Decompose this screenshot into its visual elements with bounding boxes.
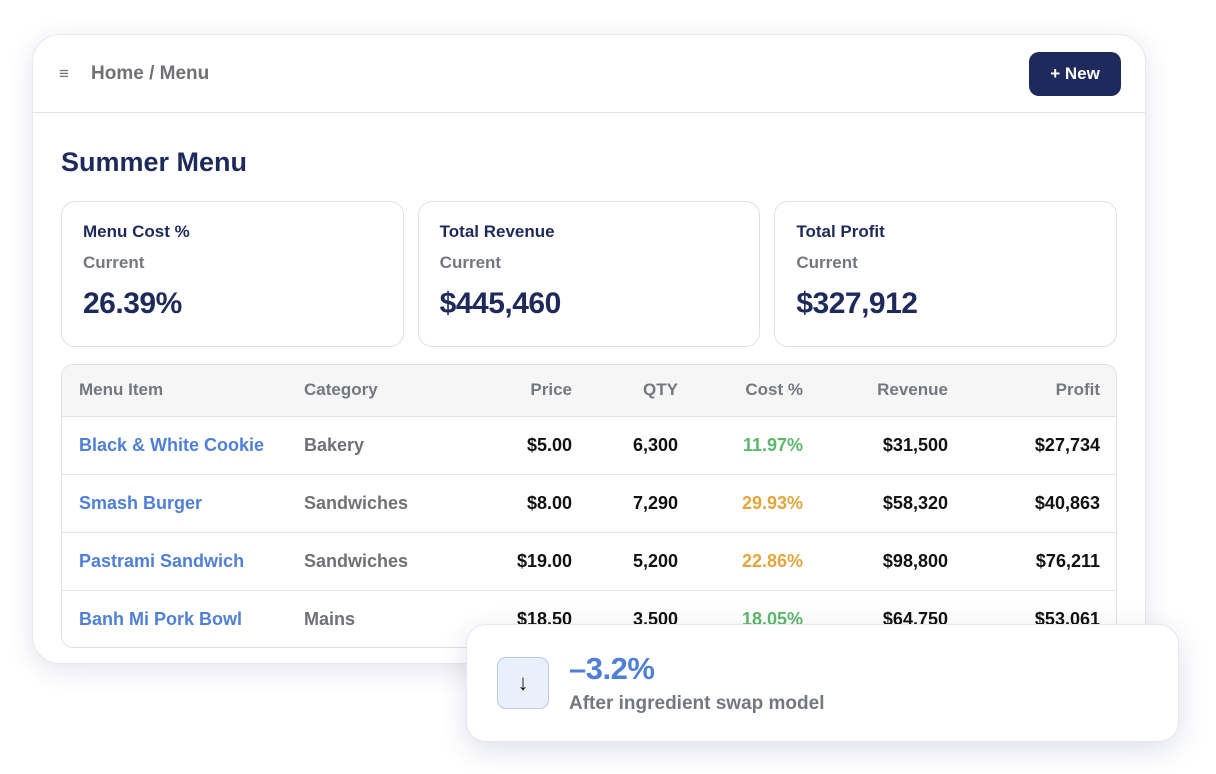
qty-cell: 6,300: [572, 415, 678, 474]
menu-item-link[interactable]: Smash Burger: [62, 473, 304, 532]
profit-cell: $40,863: [948, 473, 1116, 532]
menu-item-link[interactable]: Black & White Cookie: [62, 415, 304, 474]
table-row[interactable]: Pastrami Sandwich Sandwiches $19.00 5,20…: [62, 531, 1116, 590]
page-title: Summer Menu: [61, 147, 248, 177]
popover-text: –3.2% After ingredient swap model: [569, 651, 824, 715]
card-title: Total Profit: [796, 222, 885, 241]
table-row[interactable]: Black & White Cookie Bakery $5.00 6,300 …: [62, 415, 1116, 474]
menu-table-container: Menu Item Category Price QTY Cost % Reve…: [61, 364, 1117, 648]
profit-cell: $76,211: [948, 531, 1116, 590]
category-cell: Mains: [304, 589, 474, 647]
cost-cell: 22.86%: [678, 531, 803, 590]
column-header-price[interactable]: Price: [530, 380, 572, 400]
column-header-profit[interactable]: Profit: [1055, 380, 1100, 400]
card-subtitle: Current: [796, 253, 858, 272]
cost-cell: 11.97%: [678, 415, 803, 474]
stats-cards: Menu Cost % Current 26.39% Total Revenue…: [61, 201, 1118, 347]
table-header-row: Menu Item Category Price QTY Cost % Reve…: [62, 365, 1116, 416]
revenue-cell: $31,500: [803, 415, 948, 474]
card-value: $445,460: [439, 287, 562, 320]
qty-cell: 7,290: [572, 473, 678, 532]
menu-table: Menu Item Category Price QTY Cost % Reve…: [62, 365, 1116, 647]
cost-cell: 29.93%: [678, 473, 803, 532]
column-header-category[interactable]: Category: [304, 380, 378, 400]
category-cell: Sandwiches: [304, 531, 474, 590]
main-content: Summer Menu Menu Cost % Current 26.39% T…: [33, 147, 1145, 648]
card-subtitle: Current: [83, 253, 145, 272]
profit-cell: $27,734: [948, 415, 1116, 474]
column-header-revenue[interactable]: Revenue: [877, 380, 948, 400]
menu-item-link[interactable]: Banh Mi Pork Bowl: [62, 589, 304, 647]
new-button[interactable]: + New: [1029, 51, 1121, 96]
breadcrumb[interactable]: Home / Menu: [91, 62, 210, 84]
stat-card-total-revenue: Total Revenue Current $445,460: [417, 201, 761, 347]
card-title: Menu Cost %: [83, 222, 190, 241]
menu-item-link[interactable]: Pastrami Sandwich: [62, 531, 304, 590]
popover-caption: After ingredient swap model: [569, 693, 825, 714]
stat-card-menu-cost: Menu Cost % Current 26.39%: [61, 201, 404, 347]
card-value: $327,912: [796, 287, 918, 320]
price-cell: $8.00: [474, 473, 572, 532]
price-cell: $5.00: [474, 415, 572, 474]
qty-cell: 5,200: [572, 531, 678, 590]
hamburger-menu-icon[interactable]: ≡: [59, 64, 69, 83]
column-header-menu-item[interactable]: Menu Item: [79, 380, 164, 400]
category-cell: Bakery: [304, 415, 474, 474]
column-header-qty[interactable]: QTY: [643, 380, 678, 400]
column-header-cost[interactable]: Cost %: [745, 380, 803, 400]
category-cell: Sandwiches: [304, 473, 474, 532]
card-title: Total Revenue: [439, 222, 555, 241]
top-bar: ≡ Home / Menu + New: [33, 35, 1145, 113]
savings-popover: ↓ –3.2% After ingredient swap model: [466, 624, 1179, 742]
table-row[interactable]: Smash Burger Sandwiches $8.00 7,290 29.9…: [62, 473, 1116, 532]
popover-value: –3.2%: [569, 651, 655, 686]
stat-card-total-profit: Total Profit Current $327,912: [774, 201, 1118, 347]
card-subtitle: Current: [439, 253, 502, 272]
revenue-cell: $58,320: [803, 473, 948, 532]
card-value: 26.39%: [83, 287, 182, 320]
price-cell: $19.00: [474, 531, 572, 590]
revenue-cell: $98,800: [803, 531, 948, 590]
down-arrow-icon: ↓: [497, 657, 549, 709]
app-window: ≡ Home / Menu + New Summer Menu Menu Cos…: [32, 34, 1146, 664]
